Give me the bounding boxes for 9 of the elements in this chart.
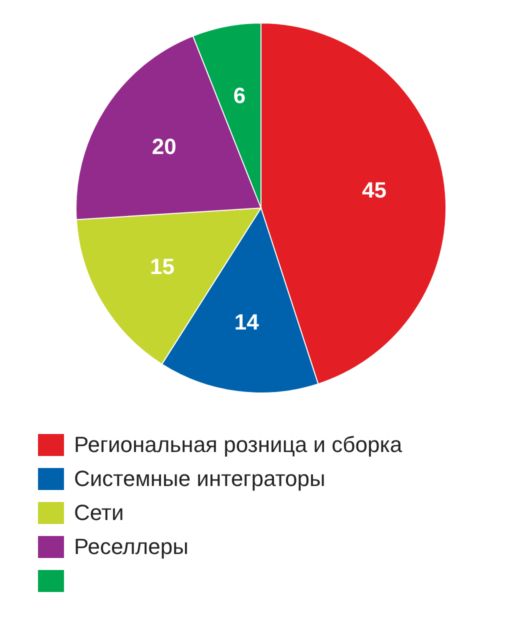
data-label: 6	[233, 82, 246, 108]
legend-label: Региональная розница и сборка	[74, 432, 402, 458]
data-label: 14	[234, 309, 260, 334]
legend-label: Сети	[74, 500, 124, 526]
data-label: 15	[150, 254, 175, 279]
legend-label: Реселлеры	[74, 534, 188, 560]
data-label: 20	[152, 134, 176, 160]
legend-label: Системные интеграторы	[74, 466, 326, 492]
data-label: 45	[362, 178, 387, 203]
